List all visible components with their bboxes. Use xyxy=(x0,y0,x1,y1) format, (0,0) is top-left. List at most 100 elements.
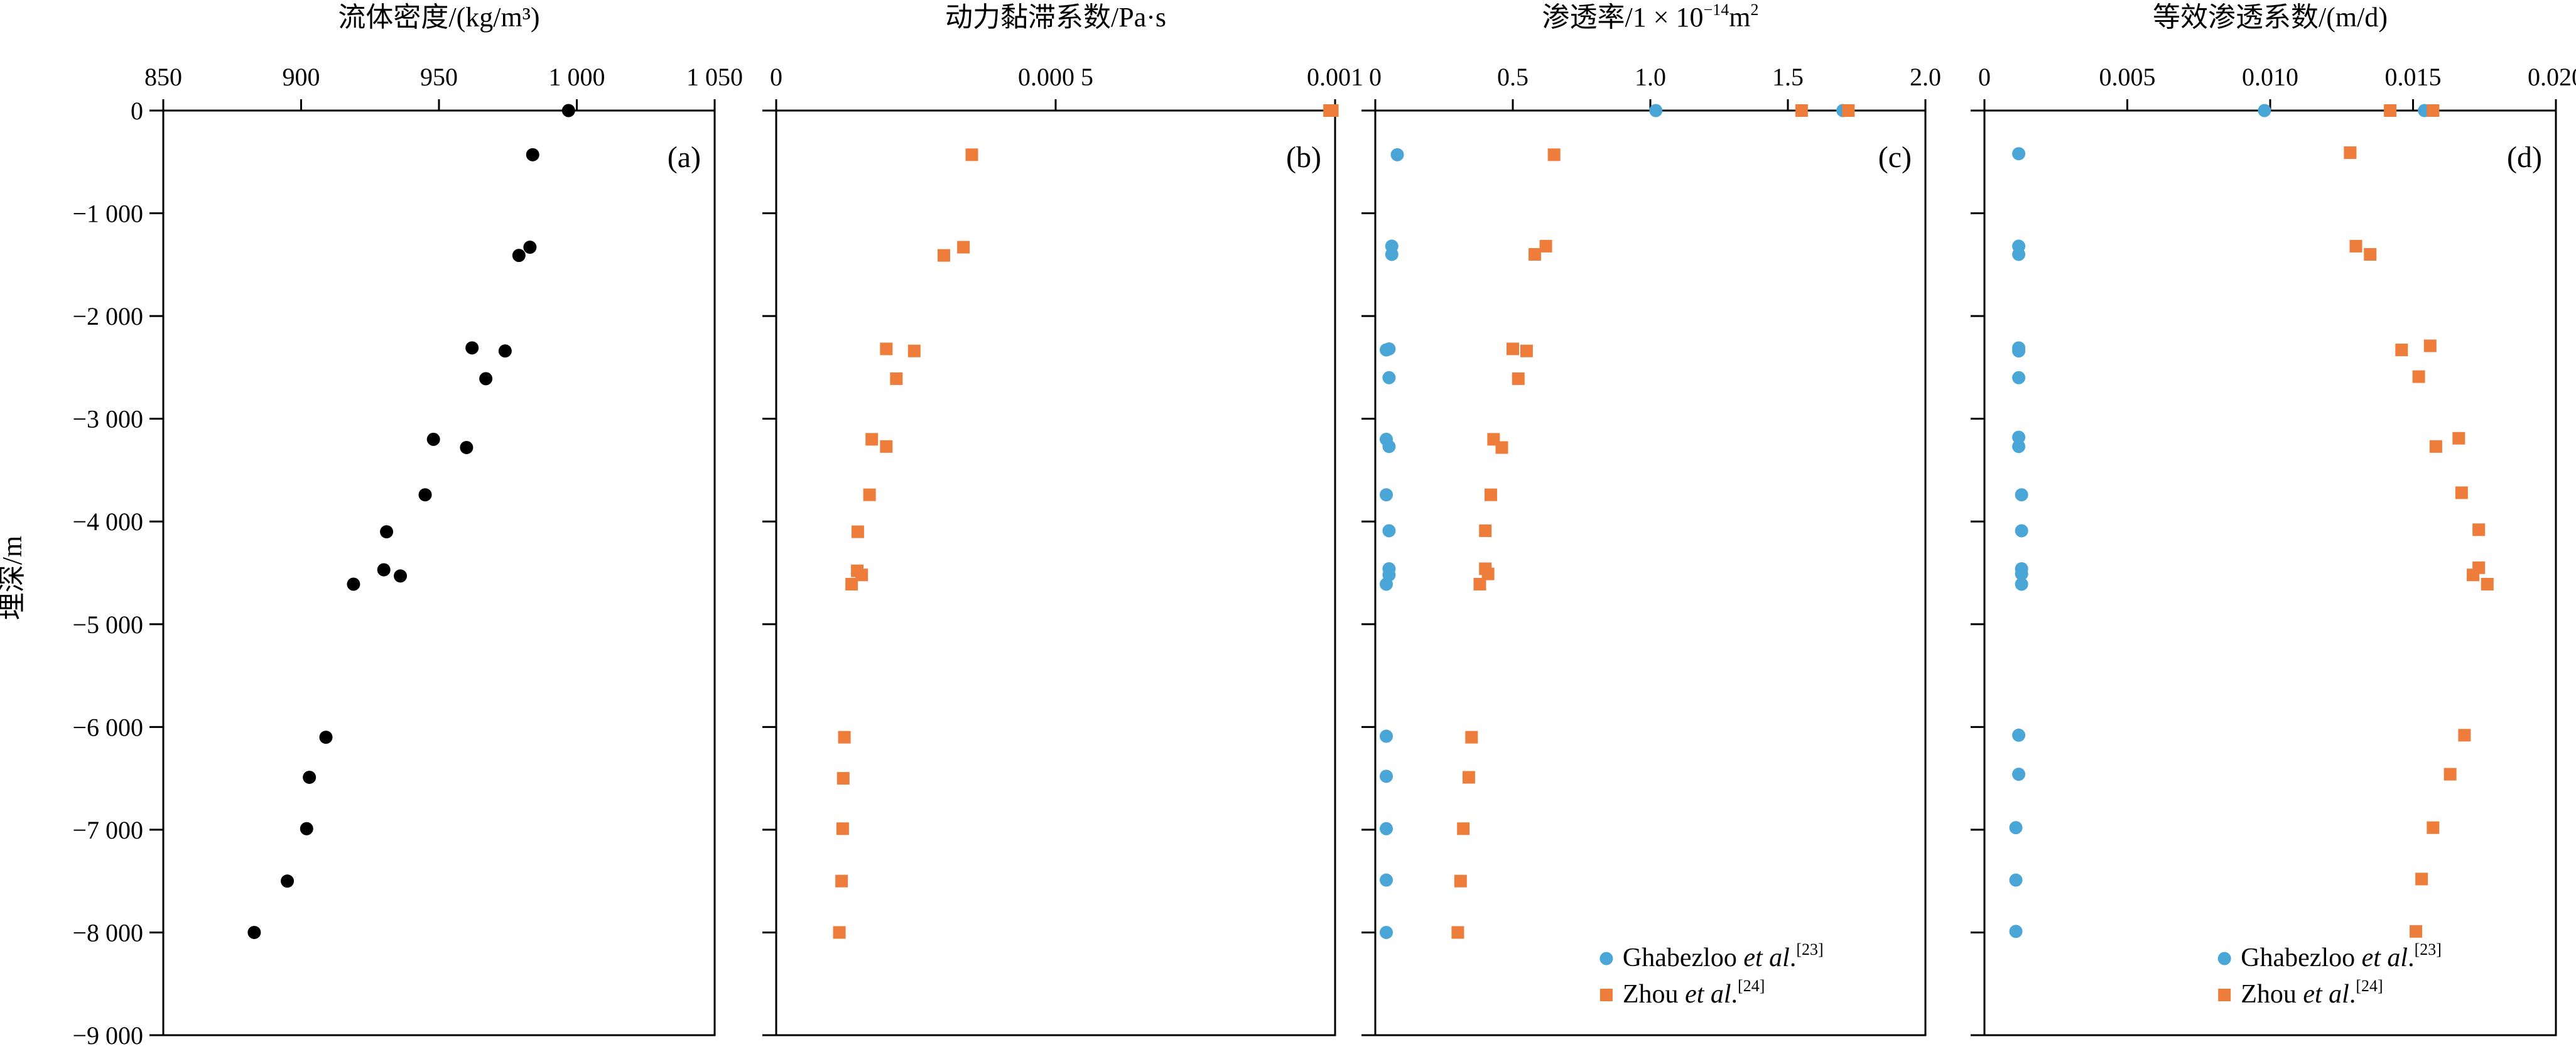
data-point xyxy=(855,568,869,582)
data-point xyxy=(377,563,391,577)
data-point xyxy=(394,569,408,583)
series-1 xyxy=(833,104,1339,939)
data-point xyxy=(2015,567,2028,581)
data-point xyxy=(835,874,848,888)
x-tick-label: 950 xyxy=(420,63,458,91)
data-point xyxy=(1451,926,1464,939)
data-point xyxy=(2344,146,2357,160)
data-point xyxy=(1465,731,1478,744)
data-point xyxy=(2410,925,2423,938)
data-point xyxy=(1380,488,1394,502)
data-point xyxy=(2012,247,2026,261)
data-point xyxy=(1484,488,1497,501)
data-point xyxy=(2012,147,2026,161)
legend-marker xyxy=(2217,952,2231,965)
data-point xyxy=(2452,432,2465,445)
x-tick-label: 0 xyxy=(1369,63,1382,91)
data-point xyxy=(2472,523,2486,536)
data-point xyxy=(1385,247,1399,261)
legend: Ghabezloo et al.[23] Zhou et al.[24] xyxy=(2217,940,2442,1009)
x-tick-label: 0.5 xyxy=(1497,63,1529,91)
data-point xyxy=(498,344,512,358)
data-point xyxy=(1547,148,1561,161)
data-point xyxy=(1323,104,1336,117)
data-point xyxy=(2443,768,2457,781)
data-point xyxy=(1473,577,1486,590)
data-point xyxy=(2349,239,2362,253)
plot-frame xyxy=(1374,109,1927,1036)
panel-4: 0 0.005 0.010 0.015 0.020 等效渗透系数/(m/d) (d) Ghab… xyxy=(1971,2,2576,1036)
data-point xyxy=(1495,441,1508,454)
data-point xyxy=(2412,370,2425,383)
legend-marker xyxy=(1599,989,1613,1001)
y-tick-label: −1 000 xyxy=(72,200,143,228)
x-tick-label: 1 000 xyxy=(549,63,605,91)
data-point xyxy=(2012,344,2026,358)
data-point xyxy=(479,372,493,386)
y-tick-label: −7 000 xyxy=(72,816,143,844)
x-tick-label: 2.0 xyxy=(1910,63,1941,91)
data-point xyxy=(1380,343,1394,357)
data-point xyxy=(1481,567,1495,580)
x-tick-label: 0.001 xyxy=(1307,63,1363,91)
data-point xyxy=(526,148,539,161)
x-tick-label: 850 xyxy=(144,63,182,91)
data-point xyxy=(2481,577,2494,590)
x-tick-label: 0 xyxy=(1978,63,1991,91)
y-tick-label: −4 000 xyxy=(72,508,143,536)
y-tick-label: −8 000 xyxy=(72,918,143,947)
data-point xyxy=(845,577,858,590)
data-point xyxy=(523,241,537,254)
data-point xyxy=(836,822,849,835)
data-point xyxy=(1380,729,1394,743)
data-point xyxy=(247,925,261,939)
data-point xyxy=(1382,371,1396,384)
legend-marker xyxy=(1599,952,1613,965)
series-1 xyxy=(247,104,575,939)
panel-label: (c) xyxy=(1878,141,1912,174)
x-tick-label: 0 xyxy=(770,63,782,91)
series-2 xyxy=(1451,104,1855,939)
data-point xyxy=(838,731,851,744)
x-tick-label: 1.5 xyxy=(1772,63,1804,91)
data-point xyxy=(2429,440,2442,453)
x-tick-label: 1 050 xyxy=(686,63,743,91)
x-tick-label: 0.010 xyxy=(2242,63,2298,91)
panel-title: 动力黏滞系数/Pa·s xyxy=(945,2,1166,33)
series-1 xyxy=(1380,104,1850,939)
legend-entry: Ghabezloo et al.[23] xyxy=(2241,940,2442,972)
data-point xyxy=(418,488,432,502)
y-axis-label: 埋深/m xyxy=(0,536,28,620)
series-1 xyxy=(2009,104,2432,938)
legend-marker xyxy=(2218,989,2231,1001)
data-point xyxy=(1529,247,1542,261)
data-point xyxy=(1507,342,1519,356)
data-point xyxy=(2009,873,2023,887)
data-point xyxy=(1390,148,1404,161)
y-tick-label: 0 xyxy=(131,97,143,125)
data-point xyxy=(1512,372,1525,385)
data-point xyxy=(2384,104,2397,117)
data-point xyxy=(561,104,575,117)
data-point xyxy=(1380,873,1394,887)
data-point xyxy=(1382,524,1396,538)
data-point xyxy=(1380,577,1394,591)
x-tick-label: 900 xyxy=(283,63,320,91)
data-point xyxy=(907,344,921,357)
data-point xyxy=(347,577,360,591)
data-point xyxy=(1380,769,1394,783)
data-point xyxy=(2012,430,2026,444)
data-point xyxy=(965,148,978,161)
data-point xyxy=(1457,822,1470,835)
x-tick-label: 0.000 5 xyxy=(1018,63,1093,91)
data-point xyxy=(2427,821,2440,834)
chart-panels: 0 −1 000 −2 000 −3 000 −4 000 −5 000 −6 000 −7 … xyxy=(72,1,2576,1049)
data-point xyxy=(1795,104,1808,117)
data-point xyxy=(2364,247,2377,261)
data-point xyxy=(2455,486,2468,499)
legend-entry: Zhou et al.[24] xyxy=(1623,977,1765,1009)
y-tick-label: −2 000 xyxy=(72,302,143,330)
data-point xyxy=(2395,344,2408,357)
data-point xyxy=(863,488,876,501)
x-tick-label: 0.020 xyxy=(2528,63,2576,91)
